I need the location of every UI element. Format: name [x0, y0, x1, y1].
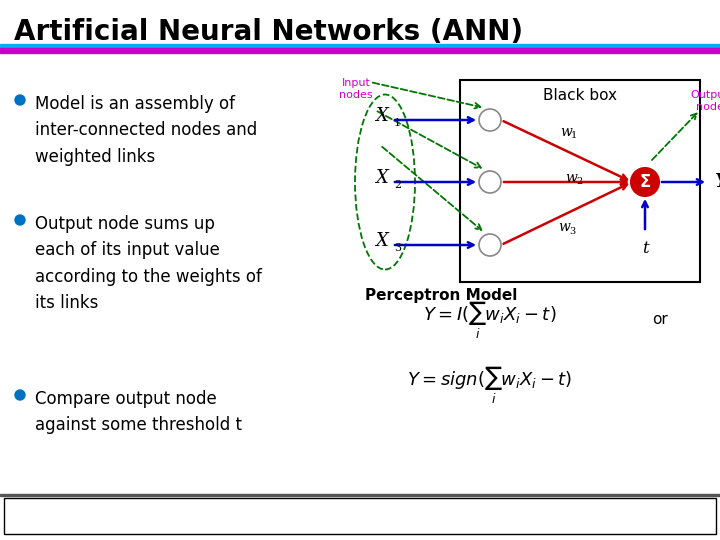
Text: $Y = I(\sum_i w_i X_i - t)$: $Y = I(\sum_i w_i X_i - t)$: [423, 299, 557, 341]
Circle shape: [479, 109, 501, 131]
Text: Perceptron Model: Perceptron Model: [365, 288, 518, 303]
Text: X: X: [375, 107, 388, 125]
Circle shape: [15, 215, 25, 225]
Text: Model is an assembly of
inter-connected nodes and
weighted links: Model is an assembly of inter-connected …: [35, 95, 257, 166]
Circle shape: [15, 390, 25, 400]
Text: w: w: [560, 125, 572, 139]
Text: w: w: [565, 171, 577, 185]
Text: Compare output node
against some threshold t: Compare output node against some thresho…: [35, 390, 242, 434]
Bar: [0, 44, 720, 48]
Circle shape: [479, 234, 501, 256]
Text: © Tan,Steinbach, Kumar     Introduction to Data Mining          4/18/2004       : © Tan,Steinbach, Kumar Introduction to D…: [136, 511, 584, 521]
Text: t: t: [642, 240, 648, 257]
Bar: [0, 494, 720, 496]
Circle shape: [479, 171, 501, 193]
Text: Input
nodes: Input nodes: [339, 78, 373, 99]
Text: 1: 1: [571, 132, 577, 140]
Circle shape: [15, 95, 25, 105]
Text: Output
node: Output node: [690, 90, 720, 112]
Text: Σ: Σ: [639, 173, 651, 191]
Text: Artificial Neural Networks (ANN): Artificial Neural Networks (ANN): [14, 18, 523, 46]
Circle shape: [631, 168, 659, 196]
Bar: [0, 48, 720, 53]
Bar: [4, 498, 716, 534]
FancyBboxPatch shape: [460, 80, 700, 282]
Text: 1: 1: [394, 118, 401, 128]
Text: 2: 2: [394, 180, 401, 190]
Text: Black box: Black box: [543, 88, 617, 103]
Text: Y: Y: [714, 173, 720, 191]
Text: X: X: [375, 169, 388, 187]
Text: $Y = sign(\sum_i w_i X_i - t)$: $Y = sign(\sum_i w_i X_i - t)$: [408, 364, 572, 406]
Text: w: w: [558, 220, 570, 234]
Text: 2: 2: [576, 178, 582, 186]
Text: or: or: [652, 313, 668, 327]
Text: X: X: [375, 232, 388, 250]
Text: 3: 3: [394, 243, 401, 253]
Text: 3: 3: [569, 226, 575, 235]
Text: Output node sums up
each of its input value
according to the weights of
its link: Output node sums up each of its input va…: [35, 215, 262, 312]
